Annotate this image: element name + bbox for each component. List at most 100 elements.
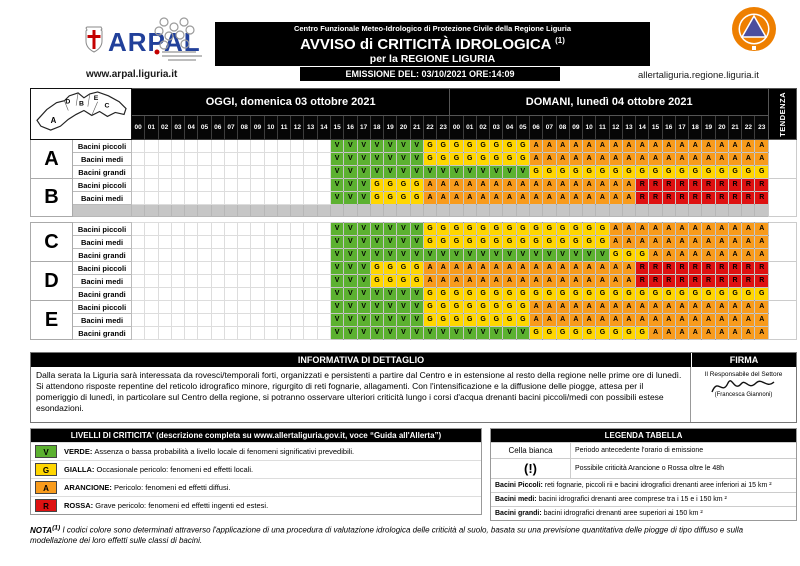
matrix-cell [210, 326, 225, 340]
matrix-cell-G: G [635, 287, 650, 301]
matrix-cell [144, 152, 159, 166]
matrix-cell-na [595, 204, 610, 217]
matrix-cell-G: G [383, 191, 398, 205]
matrix-cell-V: V [383, 165, 398, 179]
hour-header: 04 [502, 115, 517, 140]
matrix-cell-A: A [502, 261, 517, 275]
matrix-cell [303, 139, 318, 153]
matrix-cell [197, 300, 212, 314]
matrix-cell [263, 313, 278, 327]
matrix-cell-V: V [409, 248, 424, 262]
matrix-cell-G: G [595, 165, 610, 179]
matrix-cell-G: G [489, 235, 504, 249]
table-row: Bacini medi V V V V V V V G G G G G G G G A A A A A A A A A A A A A A… [31, 313, 797, 327]
matrix-cell-V: V [343, 222, 358, 236]
matrix-cell-A: A [621, 274, 637, 288]
legenda-value: Periodo antecedente l'orario di emission… [575, 447, 704, 454]
matrix-cell-A: A [595, 139, 610, 153]
matrix-cell-A: A [754, 222, 769, 236]
matrix-cell-A: A [582, 300, 597, 314]
allerta-url-link[interactable]: allertaliguria.regione.liguria.it [638, 70, 759, 81]
matrix-cell [237, 287, 252, 301]
matrix-cell-R: R [688, 274, 703, 288]
matrix-cell [250, 287, 265, 301]
matrix-cell-R: R [754, 191, 769, 205]
matrix-cell-A: A [688, 248, 703, 262]
matrix-cell [263, 261, 278, 275]
matrix-cell [316, 287, 331, 301]
matrix-cell [210, 178, 225, 192]
matrix-cell [157, 235, 172, 249]
table-row: E Bacini piccoli V V V V V V V G G G G G G G G A A A A A A A A A A… [30, 300, 797, 340]
matrix-cell-V: V [329, 152, 345, 166]
matrix-cell-G: G [674, 165, 690, 179]
matrix-cell-G: G [621, 248, 637, 262]
matrix-cell-G: G [608, 165, 623, 179]
matrix-cell-A: A [436, 178, 451, 192]
matrix-cell-G: G [462, 222, 477, 236]
matrix-cell [250, 248, 265, 262]
basin-label: Bacini grandi [72, 248, 132, 262]
level-description: GIALLA: Occasionale pericolo: fenomeni e… [64, 465, 254, 474]
matrix-cell-na [648, 204, 663, 217]
matrix-cell-R: R [635, 191, 650, 205]
matrix-cell-R: R [674, 178, 690, 192]
basin-label: Bacini medi [72, 235, 132, 249]
tendenza-label: TENDENZA [778, 91, 787, 137]
matrix-cell [276, 178, 292, 192]
matrix-cell-A: A [635, 313, 650, 327]
matrix-cell-G: G [436, 139, 451, 153]
matrix-cell [130, 274, 146, 288]
hour-header: 18 [688, 115, 703, 140]
matrix-cell-R: R [674, 261, 690, 275]
matrix-cell-V: V [502, 165, 517, 179]
matrix-cell-G: G [369, 178, 385, 192]
matrix-cell [157, 248, 172, 262]
matrix-cell-V: V [383, 235, 398, 249]
matrix-cell [184, 191, 199, 205]
matrix-cell-V: V [329, 274, 345, 288]
matrix-cell-A: A [542, 152, 557, 166]
matrix-cell-G: G [688, 287, 703, 301]
title-region: per la REGIONE LIGURIA [369, 53, 496, 65]
matrix-cell-A: A [608, 300, 623, 314]
matrix-cell [316, 274, 331, 288]
matrix-cell-V: V [409, 287, 424, 301]
tendenza-cell [768, 300, 797, 340]
basin-label: Bacini medi [72, 191, 132, 205]
matrix-cell-V: V [396, 248, 411, 262]
matrix-cell-V: V [409, 165, 424, 179]
matrix-cell-V: V [383, 300, 398, 314]
hour-header: 07 [542, 115, 557, 140]
matrix-cell-A: A [701, 326, 716, 340]
matrix-cell-A: A [608, 178, 623, 192]
matrix-cell-A: A [528, 300, 544, 314]
matrix-cell-V: V [449, 326, 464, 340]
matrix-cell-R: R [688, 191, 703, 205]
matrix-cell [170, 261, 186, 275]
matrix-cell [250, 165, 265, 179]
matrix-cell-V: V [356, 191, 371, 205]
matrix-cell-G: G [475, 222, 491, 236]
matrix-cell [290, 300, 305, 314]
matrix-cell [130, 300, 146, 314]
matrix-cell-A: A [555, 274, 570, 288]
matrix-cell-na [250, 204, 265, 217]
matrix-cell-A: A [621, 235, 637, 249]
matrix-cell-V: V [515, 248, 530, 262]
matrix-cell-V: V [356, 248, 371, 262]
matrix-cell-A: A [741, 152, 756, 166]
matrix-cell-G: G [608, 287, 623, 301]
matrix-cell [170, 313, 186, 327]
matrix-cell-na [502, 204, 517, 217]
matrix-cell-G: G [383, 274, 398, 288]
matrix-cell [130, 287, 146, 301]
matrix-cell [144, 248, 159, 262]
matrix-cell-R: R [741, 191, 756, 205]
matrix-cell [290, 191, 305, 205]
matrix-cell [276, 235, 292, 249]
arpal-url-link[interactable]: www.arpal.liguria.it [86, 69, 178, 80]
matrix-cell-A: A [688, 313, 703, 327]
matrix-cell-V: V [329, 191, 345, 205]
